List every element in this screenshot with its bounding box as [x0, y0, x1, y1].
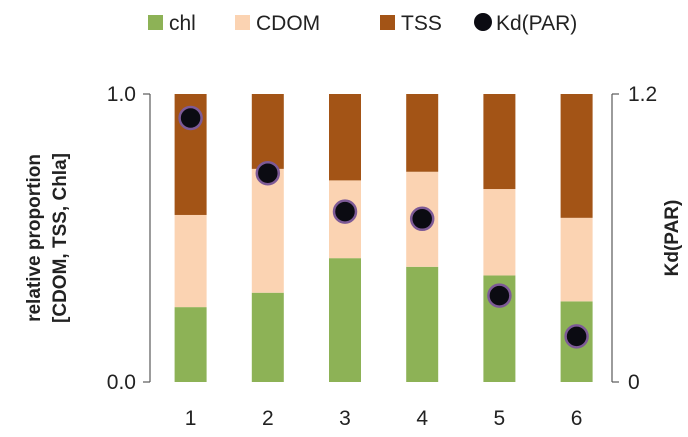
y2-tick-label-bottom: 0 [628, 371, 640, 394]
x-tick-label-1: 1 [185, 407, 197, 430]
y2-tick-label-top: 1.2 [628, 83, 657, 106]
bar-segment-cdom-5 [483, 189, 516, 276]
kd-marker-1 [178, 105, 203, 131]
bar-segment-tss-4 [406, 94, 439, 172]
bar-segment-tss-5 [483, 94, 516, 190]
bar-segment-cdom-6 [560, 217, 593, 302]
kd-marker-6 [564, 324, 589, 349]
bar-segment-chl-2 [251, 292, 284, 382]
bar-segment-chl-4 [406, 266, 439, 382]
legend-label-chl: chl [169, 12, 196, 35]
legend-marker-kd [474, 13, 492, 31]
x-tick-label-2: 2 [262, 407, 274, 430]
legend: chl CDOM TSS Kd(PAR) [148, 12, 577, 35]
kd-marker-4 [409, 206, 435, 232]
legend-label-kd: Kd(PAR) [496, 12, 577, 35]
kd-marker-5 [487, 283, 512, 308]
legend-swatch-chl [148, 15, 163, 30]
y-tick-label-bottom: 0.0 [107, 371, 136, 394]
x-tick-label-6: 6 [571, 407, 583, 430]
axes [143, 93, 619, 383]
kd-markers [178, 105, 589, 349]
y-axis-title-line-1: relative proportion [24, 154, 45, 322]
legend-swatch-tss [380, 15, 395, 30]
bar-segment-tss-6 [560, 94, 593, 218]
bar-segment-chl-3 [329, 258, 361, 382]
y-axis-title-line-2: [CDOM, TSS, Chla] [50, 153, 71, 323]
kd-marker-2 [255, 160, 281, 186]
bar-segment-chl-1 [174, 307, 207, 382]
legend-label-cdom: CDOM [256, 12, 320, 35]
bar-segment-tss-3 [329, 94, 361, 181]
y-tick-label-top: 1.0 [107, 83, 136, 106]
bar-segment-tss-2 [251, 94, 284, 169]
axis-labels: 1.0 0.0 1.2 0 1 2 3 4 5 6 relative proportion [CDOM… [24, 83, 683, 430]
y2-axis-title: Kd(PAR) [662, 200, 683, 277]
kd-marker-3 [332, 199, 358, 224]
legend-label-tss: TSS [401, 12, 442, 35]
legend-swatch-cdom [235, 15, 250, 30]
x-tick-label-4: 4 [416, 407, 428, 430]
bar-segment-cdom-2 [251, 168, 284, 293]
y-axis-title: relative proportion [CDOM, TSS, Chla] [24, 153, 71, 323]
bar-segment-cdom-1 [174, 214, 207, 308]
bar-stacks [174, 94, 593, 382]
x-tick-label-5: 5 [494, 407, 506, 430]
x-tick-label-3: 3 [339, 407, 351, 430]
